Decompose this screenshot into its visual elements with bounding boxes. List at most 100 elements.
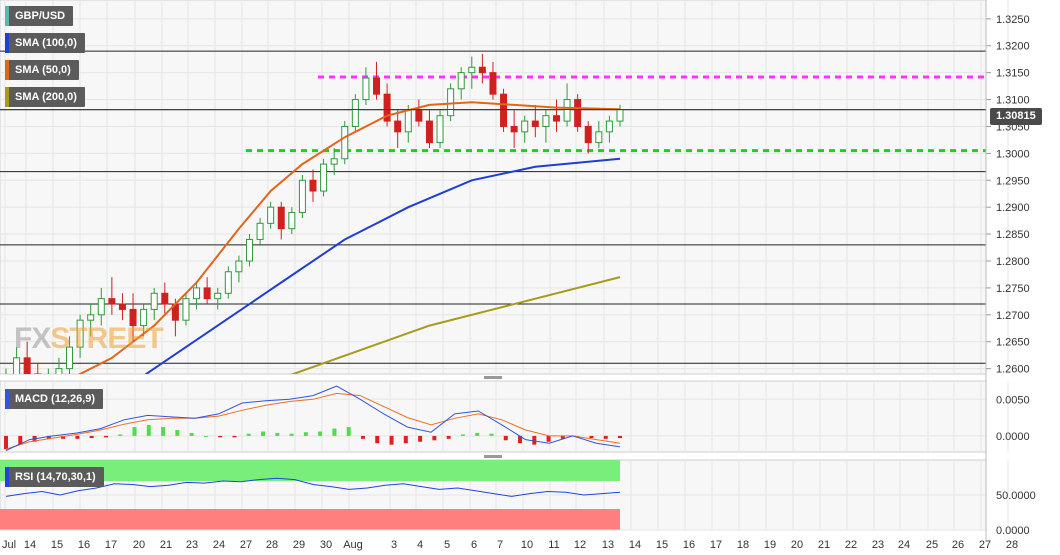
- x-tick-label: 20: [133, 539, 145, 551]
- candle-body: [425, 120, 433, 144]
- sma50-label[interactable]: SMA (50,0): [5, 60, 79, 80]
- symbol-label[interactable]: GBP/USD: [5, 6, 74, 26]
- candle-body: [13, 357, 21, 374]
- macd-histogram-bar: [603, 435, 608, 439]
- macd-histogram-bar: [261, 431, 266, 436]
- x-tick-label: 18: [737, 539, 749, 551]
- price-tick-label: 1.3200: [996, 41, 1030, 53]
- x-tick-label: 14: [24, 539, 36, 551]
- candle-body: [362, 77, 370, 101]
- x-tick-label: 4: [417, 539, 423, 551]
- candle-body: [214, 292, 222, 300]
- x-tick-label: 28: [266, 539, 278, 551]
- x-tick-label: 10: [521, 539, 533, 551]
- candle-body: [531, 120, 539, 127]
- time-axis: Jul 14 15 16 17 20 21 23 24 27 28 29 30 Aug 3 4 5 6 7 10 11 1…: [2, 0, 1018, 551]
- candle-body: [87, 314, 95, 321]
- candle-body: [489, 72, 497, 95]
- x-tick-label: 21: [818, 539, 830, 551]
- price-tick-label: 1.2950: [996, 175, 1030, 187]
- macd-histogram-bar: [218, 435, 223, 438]
- macd-histogram-bar: [503, 435, 508, 441]
- rsi-line: [5, 477, 621, 497]
- candle-body: [140, 308, 148, 327]
- candle-body: [288, 212, 296, 230]
- macd-histogram-bar: [518, 435, 523, 444]
- macd-histogram-bar: [360, 435, 365, 439]
- candle-body: [320, 163, 328, 192]
- macd-background: [0, 380, 987, 453]
- x-tick-label: 3: [391, 539, 397, 551]
- candle-body: [404, 109, 412, 133]
- candle-body: [182, 298, 190, 321]
- candle-body: [468, 66, 476, 74]
- candle-body: [55, 368, 63, 374]
- x-tick-label: 25: [926, 539, 938, 551]
- candle-body: [118, 303, 126, 310]
- sma100-line: [144, 157, 621, 374]
- macd-histogram-bar: [246, 433, 251, 436]
- x-tick-label: 23: [872, 539, 884, 551]
- candle-body: [542, 115, 550, 127]
- candle-body: [76, 319, 84, 348]
- price-tick-label: 1.3150: [996, 68, 1030, 80]
- candle-body: [150, 292, 158, 310]
- macd-histogram-bar: [432, 435, 437, 441]
- x-tick-label: 17: [710, 539, 722, 551]
- price-tick-label: 1.3250: [996, 14, 1030, 26]
- x-tick-label: 22: [845, 539, 857, 551]
- x-tick-label: 12: [574, 539, 586, 551]
- x-tick-label: 29: [293, 539, 305, 551]
- macd-histogram-bar: [4, 435, 8, 450]
- last-price-tag: 1.30815: [990, 108, 1042, 125]
- candle-body: [563, 99, 571, 122]
- x-tick-label: 14: [629, 539, 641, 551]
- macd-histogram-bar: [89, 435, 94, 439]
- fxstreet-watermark: FXSTREET: [14, 322, 164, 355]
- sma200-label[interactable]: SMA (200,0): [5, 87, 85, 107]
- candle-body: [394, 120, 402, 133]
- macd-histogram-bar: [289, 433, 294, 436]
- candle-body: [245, 238, 253, 262]
- macd-histogram-bar: [161, 427, 166, 436]
- candle-body: [341, 125, 349, 160]
- macd-histogram-bar: [146, 424, 151, 436]
- x-tick-label: 5: [444, 539, 450, 551]
- candle-body: [616, 109, 624, 122]
- main-background: [0, 0, 987, 375]
- macd-histogram-bar: [418, 435, 423, 442]
- x-tick-label: 24: [898, 539, 910, 551]
- candle-body: [224, 271, 232, 294]
- macd-histogram-bar: [318, 431, 323, 436]
- panel-resize-handle-0: [484, 376, 502, 379]
- macd-histogram-bar: [618, 435, 622, 439]
- candle-body: [436, 115, 444, 144]
- candle-body: [457, 72, 465, 90]
- macd-label[interactable]: MACD (12,26,9): [5, 389, 104, 409]
- rsi-label[interactable]: RSI (14,70,30,1): [5, 467, 104, 487]
- price-tick-label: 1.2650: [996, 337, 1030, 349]
- rsi-tick-label: 50.0000: [996, 490, 1036, 502]
- macd-histogram-bar: [332, 428, 337, 436]
- macd-histogram-bar: [61, 435, 66, 439]
- x-tick-label: 16: [683, 539, 695, 551]
- macd-histogram-bar: [189, 432, 194, 436]
- macd-histogram-bar: [46, 435, 51, 439]
- candle-body: [373, 77, 381, 95]
- x-tick-label: 30: [320, 539, 332, 551]
- rsi-tick-label: 0.0000: [996, 525, 1030, 537]
- sma100-label[interactable]: SMA (100,0): [5, 33, 85, 53]
- macd-line: [5, 385, 621, 451]
- candle-body: [298, 179, 306, 214]
- candle-body: [193, 287, 201, 300]
- candle-body: [277, 206, 285, 230]
- candle-body: [203, 287, 211, 300]
- price-tick-label: 1.2800: [996, 256, 1030, 268]
- price-tick-label: 1.2750: [996, 283, 1030, 295]
- x-tick-label: Aug: [343, 539, 363, 551]
- rsi-panel: 50.0000 0.0000: [0, 459, 1036, 537]
- macd-histogram-bar: [446, 435, 451, 439]
- sma50-line: [77, 101, 621, 374]
- x-tick-label: 27: [979, 539, 991, 551]
- candle-body: [478, 66, 486, 74]
